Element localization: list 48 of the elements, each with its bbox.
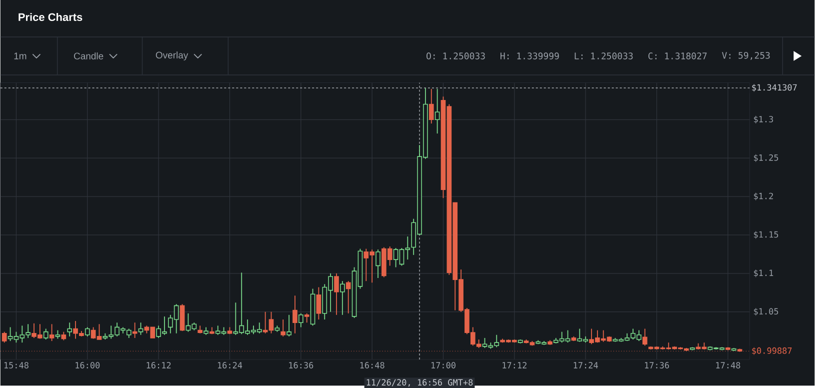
text: Overlay (156, 51, 188, 60)
candlestick (434, 88, 440, 134)
candlestick (298, 312, 304, 328)
x-tick-label: 17:36 (644, 362, 669, 368)
candlestick (304, 312, 310, 323)
candlestick (84, 326, 90, 337)
ref-line-label: 11/26/20, 16:56 GMT+8 (366, 379, 473, 387)
candlestick (316, 286, 322, 320)
text: C: 1.318027 (648, 52, 707, 60)
y-tick-label: $1.05 (754, 308, 778, 316)
y-tick-label: $1.1 (754, 269, 774, 278)
x-tick-label: 17:00 (431, 362, 456, 368)
y-tick-label: $1.15 (754, 231, 778, 239)
x-tick-label: 16:00 (76, 362, 100, 368)
y-tick-label: $1.2 (754, 192, 773, 200)
candlestick (49, 324, 54, 342)
text: V: 59,253 (722, 52, 770, 60)
candlestick (376, 249, 380, 278)
text: O: 1.250033 (426, 52, 485, 60)
candlestick (642, 328, 648, 346)
text: H: 1.339999 (500, 52, 559, 60)
text: L: 1.250033 (574, 52, 633, 60)
candlestick (67, 322, 72, 337)
candlestick (346, 280, 351, 314)
candlestick (292, 295, 298, 334)
text: Candle (74, 52, 104, 60)
candlestick (132, 322, 138, 338)
chart-title: Price Charts (18, 12, 82, 21)
x-tick-label: 16:12 (146, 362, 171, 368)
ref-line-label: $0.99887 (752, 347, 792, 355)
y-tick-label: $1.3 (754, 116, 774, 124)
candlestick (280, 318, 286, 337)
candlestick (334, 272, 339, 316)
candlestick (43, 328, 48, 340)
text: 1m (14, 52, 26, 60)
x-tick-label: 17:12 (502, 362, 526, 368)
candlestick (340, 280, 345, 316)
x-tick-label: 16:36 (289, 362, 314, 368)
candlestick (2, 331, 7, 343)
x-tick-label: 15:48 (4, 362, 28, 368)
y-tick-label: $1.25 (754, 154, 778, 162)
x-tick-label: 17:24 (574, 362, 598, 368)
candlestick (286, 314, 292, 337)
x-tick-label: 16:24 (218, 362, 242, 368)
x-tick-label: 17:48 (716, 362, 740, 368)
candlestick (428, 88, 434, 124)
ref-line-label: $1.341307 (752, 84, 797, 92)
x-tick-label: 16:48 (360, 362, 384, 368)
